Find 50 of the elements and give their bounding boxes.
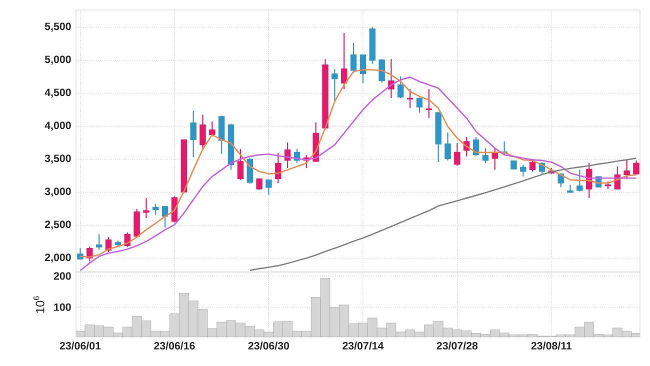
x-tick-label: 23/06/16 <box>154 342 195 350</box>
candlestick <box>520 164 526 178</box>
candlestick <box>246 158 253 184</box>
candlestick <box>576 169 583 192</box>
y-tick-label: 2,500 <box>44 220 71 230</box>
candlestick <box>190 110 196 158</box>
candlestick <box>96 234 102 250</box>
candlestick <box>492 148 498 170</box>
candlestick <box>444 132 451 161</box>
x-tick-label: 23/07/14 <box>342 342 384 350</box>
candlestick <box>209 120 216 137</box>
x-tick-label: 23/06/01 <box>60 342 101 350</box>
candlestick <box>275 152 282 184</box>
y-tick-label: 3,000 <box>44 188 71 197</box>
candlestick <box>454 142 460 166</box>
candlestick <box>332 68 338 102</box>
candlestick <box>86 246 93 262</box>
candlestick <box>398 76 404 99</box>
candlestick <box>406 88 414 109</box>
x-tick-label: 23/06/30 <box>248 342 290 350</box>
candlestick <box>143 198 150 219</box>
candlestick <box>482 148 489 164</box>
y-tick-label: 2,000 <box>44 254 71 263</box>
candlestick <box>350 42 357 74</box>
y-tick-label: 5,000 <box>44 56 71 65</box>
candlestick <box>200 114 206 151</box>
candlestick <box>266 179 272 196</box>
x-tick-label: 23/08/11 <box>531 342 572 350</box>
candlestick <box>529 158 536 172</box>
y-axis-title: 10$^{6}$ <box>34 296 44 313</box>
candlestick <box>624 160 630 180</box>
candlestick <box>152 203 159 216</box>
candlestick <box>360 54 366 84</box>
y-tick-label: 200 <box>54 272 71 280</box>
candlestick <box>586 162 592 199</box>
y-tick-label: 3,500 <box>44 154 71 164</box>
y-tick-label: 4,000 <box>44 122 71 131</box>
candlestick <box>341 32 348 90</box>
candlestick <box>378 58 385 83</box>
candlestick <box>633 160 640 175</box>
candlestick <box>237 148 244 180</box>
y-tick-label: 100 <box>54 303 71 311</box>
y-tick-label: 5,500 <box>44 22 71 32</box>
candlestick <box>162 205 168 228</box>
y-tick-label: 4,500 <box>44 88 71 98</box>
candlestick <box>124 232 130 248</box>
candlestick <box>416 97 423 114</box>
candlestick <box>426 88 432 119</box>
x-tick-label: 23/07/28 <box>436 342 478 350</box>
candlestick <box>567 184 574 194</box>
